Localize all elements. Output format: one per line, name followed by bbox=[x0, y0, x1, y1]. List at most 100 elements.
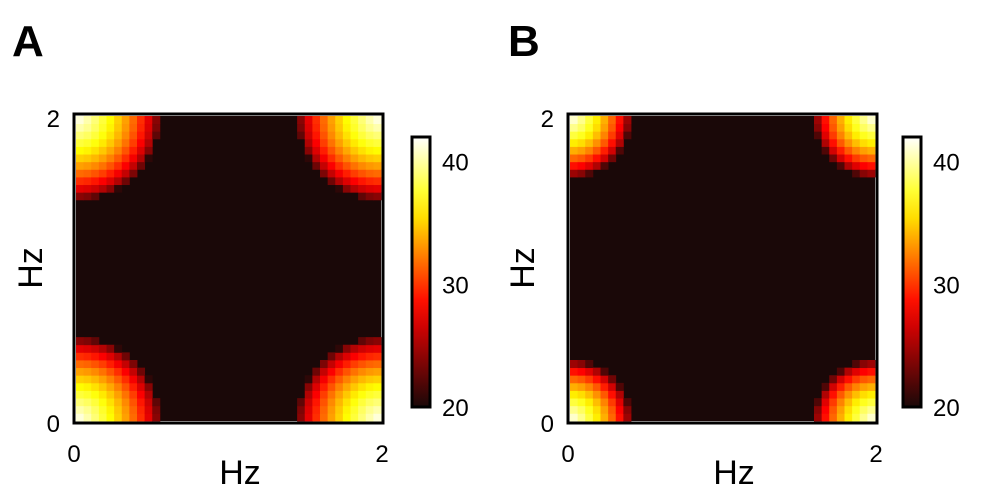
heatmap-cell bbox=[867, 398, 876, 407]
heatmap-cell bbox=[852, 382, 861, 391]
heatmap-cell bbox=[608, 116, 617, 125]
heatmap-cell bbox=[373, 123, 382, 132]
heatmap-cell bbox=[106, 177, 115, 186]
heatmap-cell bbox=[98, 352, 107, 361]
heatmap-cell bbox=[91, 367, 100, 376]
heatmap-cell bbox=[577, 154, 586, 163]
heatmap-cell bbox=[335, 131, 344, 140]
heatmap-cell bbox=[152, 131, 161, 140]
heatmap-cell bbox=[585, 146, 594, 155]
heatmap-cell bbox=[350, 375, 359, 384]
heatmap-cell bbox=[844, 138, 853, 147]
heatmap-cell bbox=[83, 337, 92, 346]
heatmap-cell bbox=[365, 138, 374, 147]
heatmap-cell bbox=[114, 413, 123, 422]
heatmap-cell bbox=[304, 375, 313, 384]
heatmap-cell bbox=[76, 360, 85, 369]
heatmap-cell bbox=[98, 367, 107, 376]
heatmap-cell bbox=[350, 138, 359, 147]
heatmap-cell bbox=[106, 398, 115, 407]
heatmap-cell bbox=[859, 413, 868, 422]
heatmap-cell bbox=[320, 116, 329, 125]
heatmap-cell bbox=[350, 405, 359, 414]
heatmap-cell bbox=[365, 375, 374, 384]
heatmap-cell bbox=[829, 390, 838, 399]
heatmap-cell bbox=[373, 192, 382, 201]
heatmap-cell bbox=[836, 413, 845, 422]
heatmap-cell bbox=[373, 382, 382, 391]
heatmap-cell bbox=[859, 169, 868, 178]
heatmap-cell bbox=[114, 375, 123, 384]
heatmap-cell bbox=[867, 390, 876, 399]
heatmap-cell bbox=[859, 405, 868, 414]
heatmap-cell bbox=[821, 116, 830, 125]
heatmap-cell bbox=[304, 413, 313, 422]
heatmap-cell bbox=[592, 154, 601, 163]
heatmap-cell bbox=[121, 169, 130, 178]
colorbar-tick-label: 30 bbox=[933, 272, 960, 299]
y-tick-top: 2 bbox=[47, 106, 60, 133]
heatmap-cell bbox=[342, 184, 351, 193]
heatmap-cell bbox=[350, 161, 359, 170]
heatmap-cell bbox=[335, 375, 344, 384]
heatmap-cell bbox=[144, 398, 153, 407]
heatmap-cell bbox=[91, 123, 100, 132]
heatmap-cell bbox=[585, 123, 594, 132]
heatmap-cell bbox=[327, 398, 336, 407]
heatmap-cell bbox=[335, 169, 344, 178]
heatmap-cell bbox=[365, 177, 374, 186]
heatmap-cell bbox=[342, 352, 351, 361]
heatmap-cell bbox=[297, 413, 306, 422]
heatmap-cell bbox=[608, 398, 617, 407]
heatmap-cell bbox=[335, 360, 344, 369]
heatmap-cell bbox=[121, 123, 130, 132]
heatmap-cell bbox=[365, 169, 374, 178]
heatmap-cell bbox=[129, 398, 138, 407]
heatmap-cell bbox=[592, 367, 601, 376]
heatmap-cell bbox=[121, 138, 130, 147]
heatmap-cell bbox=[829, 405, 838, 414]
heatmap-cell bbox=[350, 382, 359, 391]
heatmap-cell bbox=[570, 154, 579, 163]
heatmap-cell bbox=[152, 405, 161, 414]
heatmap-cell bbox=[91, 405, 100, 414]
heatmap-cell bbox=[76, 390, 85, 399]
heatmap-cell bbox=[342, 398, 351, 407]
heatmap-cell bbox=[600, 398, 609, 407]
heatmap-cell bbox=[320, 382, 329, 391]
heatmap-cell bbox=[121, 146, 130, 155]
heatmap-cell bbox=[144, 116, 153, 125]
heatmap-cell bbox=[358, 184, 367, 193]
heatmap-cell bbox=[83, 192, 92, 201]
heatmap-cell bbox=[137, 398, 146, 407]
heatmap-cells bbox=[570, 116, 876, 422]
colorbar-frame bbox=[410, 135, 432, 409]
heatmap-cell bbox=[144, 131, 153, 140]
heatmap-cell bbox=[585, 154, 594, 163]
heatmap-cell bbox=[358, 375, 367, 384]
heatmap-cell bbox=[304, 405, 313, 414]
heatmap-cell bbox=[98, 146, 107, 155]
heatmap-cell bbox=[570, 413, 579, 422]
heatmap-cell bbox=[98, 116, 107, 125]
heatmap-cell bbox=[608, 405, 617, 414]
heatmap-cell bbox=[836, 138, 845, 147]
heatmap-cell bbox=[358, 154, 367, 163]
heatmap-cell bbox=[852, 375, 861, 384]
heatmap-cell bbox=[83, 154, 92, 163]
heatmap-cell bbox=[76, 177, 85, 186]
heatmap-cell bbox=[592, 123, 601, 132]
heatmap-cell bbox=[821, 398, 830, 407]
heatmap-cell bbox=[98, 161, 107, 170]
heatmap-cell bbox=[592, 375, 601, 384]
heatmap-cell bbox=[335, 184, 344, 193]
heatmap-cell bbox=[106, 138, 115, 147]
heatmap-cell bbox=[577, 413, 586, 422]
heatmap-cell bbox=[350, 413, 359, 422]
heatmap-cell bbox=[592, 146, 601, 155]
heatmap-cell bbox=[327, 375, 336, 384]
heatmap-cell bbox=[365, 367, 374, 376]
heatmap-cell bbox=[615, 405, 624, 414]
heatmap-cell bbox=[358, 344, 367, 353]
